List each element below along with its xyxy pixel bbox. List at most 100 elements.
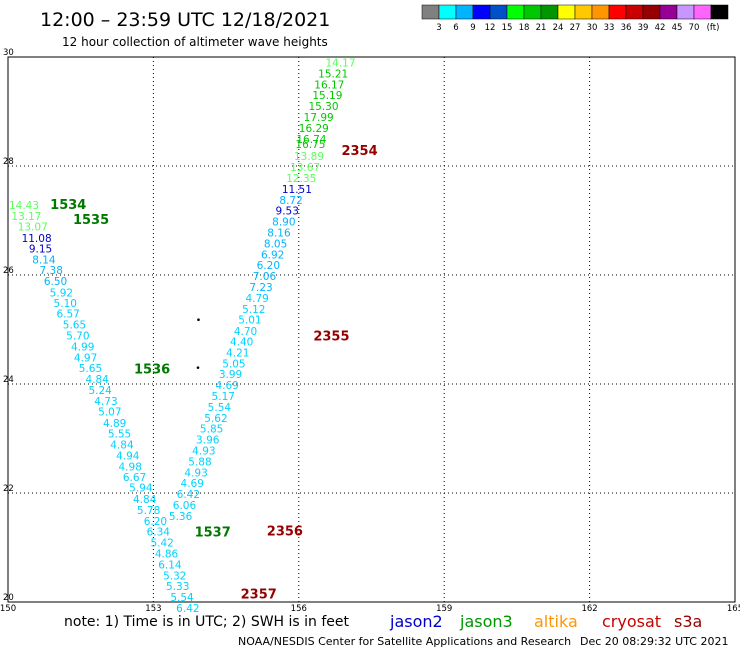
lon-tick-label: 156: [291, 604, 307, 614]
swh-value-label: 4.84: [110, 439, 134, 451]
swh-value-label: 7.06: [253, 271, 277, 283]
swh-value-label: 3.96: [196, 435, 220, 447]
map-subtitle: 12 hour collection of altimeter wave hei…: [62, 35, 328, 49]
swh-value-label: 5.55: [108, 429, 131, 441]
legend-swatch: [455, 4, 474, 20]
legend-label: 36: [621, 23, 632, 33]
swh-value-label: 5.78: [137, 505, 160, 517]
legend-label: 39: [638, 23, 649, 33]
swh-value-label: 4.69: [215, 380, 238, 392]
swh-value-label: 11.08: [22, 233, 52, 245]
legend-swatch: [438, 4, 457, 20]
swh-value-label: 6.06: [173, 500, 197, 512]
swh-value-label: 4.40: [230, 336, 253, 348]
legend-swatch: [642, 4, 661, 20]
swh-value-label: 13.17: [11, 211, 41, 223]
swh-value-label: 5.01: [238, 315, 261, 327]
swh-value-label: 5.07: [98, 406, 121, 418]
legend-label: 12: [485, 23, 496, 33]
wave-height-points: 14.4313.1713.0711.089.158.147.386.505.92…: [9, 57, 356, 615]
swh-value-label: 5.94: [129, 483, 153, 495]
swh-value-label: 6.20: [257, 260, 280, 272]
track-time-label: 1535: [73, 213, 109, 228]
position-dots: [196, 318, 200, 369]
legend-label: 27: [570, 23, 581, 33]
swh-value-label: 4.84: [86, 374, 110, 386]
legend-swatch: [523, 4, 542, 20]
swh-value-label: 5.62: [204, 413, 227, 425]
legend-label: 21: [536, 23, 547, 33]
swh-value-label: 8.14: [32, 255, 56, 267]
swh-value-label: 6.20: [144, 516, 167, 528]
swh-value-label: 4.94: [116, 450, 140, 462]
swh-value-label: 4.89: [103, 418, 126, 430]
swh-value-label: 5.24: [88, 385, 112, 397]
swh-value-label: 16.17: [314, 79, 344, 91]
satellite-name: jason3: [459, 612, 513, 631]
swh-value-label: 4.98: [119, 461, 142, 473]
swh-value-label: 3.99: [219, 369, 242, 381]
swh-value-label: 6.42: [176, 603, 199, 615]
swh-value-label: 5.85: [200, 424, 223, 436]
swh-value-label: 6.92: [261, 249, 284, 261]
legend-swatch: [557, 4, 576, 20]
swh-value-label: 16.29: [299, 123, 329, 135]
swh-value-label: 8.90: [272, 217, 295, 229]
swh-value-label: 6.57: [56, 309, 79, 321]
swh-value-label: 13.67: [290, 162, 320, 174]
legend-label: 6: [453, 23, 458, 33]
lon-tick-label: 159: [436, 604, 452, 614]
satellite-name: cryosat: [602, 612, 661, 631]
legend-label: 30: [587, 23, 598, 33]
satellite-legend: jason2 jason3 altika cryosat s3a: [389, 612, 702, 631]
swh-value-label: 17.99: [304, 112, 334, 124]
footer-credit: NOAA/NESDIS Center for Satellite Applica…: [238, 635, 571, 648]
track-time-label: 2356: [267, 525, 303, 540]
swh-value-label: 6.14: [158, 559, 182, 571]
track-time-label: 1536: [134, 363, 170, 378]
legend-swatch: [693, 4, 712, 20]
legend-label: 15: [502, 23, 513, 33]
swh-value-label: 4.99: [71, 341, 94, 353]
swh-value-label: 15.21: [318, 68, 348, 80]
swh-value-label: 14.43: [9, 200, 39, 212]
swh-value-label: 11.51: [282, 184, 312, 196]
swh-value-label: 15.19: [312, 90, 342, 102]
color-legend: 3 6 9 12 15 18 21 24 27 30 33 36 39 42 45 70 (ft): [421, 4, 729, 33]
swh-value-label: 5.36: [169, 511, 193, 523]
swh-value-label: 5.42: [150, 538, 173, 550]
swh-value-label: 5.54: [170, 592, 194, 604]
legend-label: 18: [519, 23, 530, 33]
track-time-label: 2355: [313, 329, 349, 344]
track-time-label: 1534: [50, 198, 86, 213]
swh-value-label: 4.84: [133, 494, 157, 506]
swh-value-label: 4.86: [155, 548, 179, 560]
swh-value-label: 5.65: [79, 363, 102, 375]
swh-value-label: 5.32: [163, 570, 186, 582]
swh-value-label: 16.74: [296, 134, 326, 146]
swh-value-label: 4.93: [184, 467, 207, 479]
footer-timestamp: Dec 20 08:29:32 UTC 2021: [580, 635, 728, 648]
swh-value-label: 7.38: [40, 265, 63, 277]
legend-swatch: [506, 4, 525, 20]
map-grid: 150153156159162165202224262830: [0, 48, 740, 614]
swh-value-label: 5.17: [212, 391, 235, 403]
plot-frame: [7, 56, 736, 603]
swh-value-label: 13.89: [294, 151, 324, 163]
swh-value-label: 5.12: [242, 304, 265, 316]
swh-value-label: 8.72: [279, 195, 302, 207]
swh-value-label: 15.30: [308, 101, 338, 113]
legend-swatch: [574, 4, 593, 20]
swh-value-label: 7.23: [249, 282, 272, 294]
track-time-label: 2357: [241, 587, 277, 602]
swh-value-label: 4.69: [181, 478, 204, 490]
satellite-name: s3a: [674, 612, 702, 631]
legend-label: 70: [689, 23, 700, 33]
swh-value-label: 6.67: [123, 472, 146, 484]
legend-label: 9: [470, 23, 475, 33]
swh-value-label: 5.05: [222, 358, 245, 370]
legend-label: 45: [672, 23, 683, 33]
legend-unit: (ft): [707, 23, 720, 33]
track-time-label: 2354: [341, 144, 377, 159]
swh-value-label: 4.97: [74, 352, 97, 364]
